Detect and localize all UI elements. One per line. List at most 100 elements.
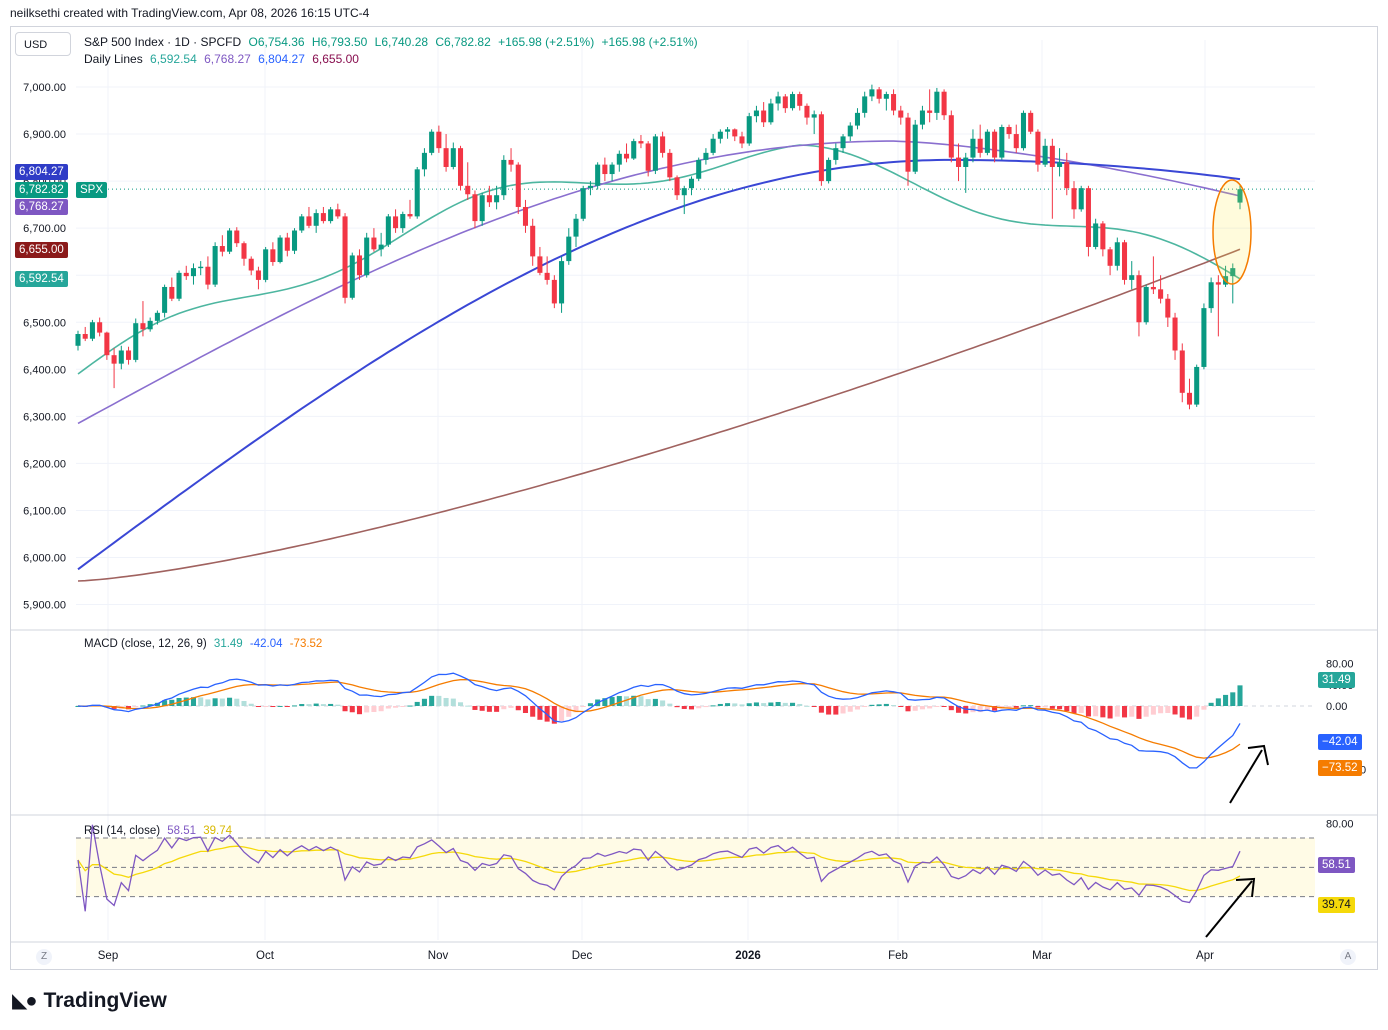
candle-body xyxy=(465,185,471,195)
macd-histogram-bar xyxy=(1223,694,1229,706)
macd-histogram-bar xyxy=(891,705,897,707)
macd-histogram-bar xyxy=(1013,706,1019,708)
candle-body xyxy=(559,261,565,304)
macd-histogram-bar xyxy=(761,703,767,706)
price-axis-label: 6,700.00 xyxy=(23,223,66,235)
macd-histogram-bar xyxy=(1179,706,1185,718)
brand-name: TradingView xyxy=(43,988,167,1012)
symbol-legend[interactable]: S&P 500 Index · 1D · SPCFD O6,754.36 H6,… xyxy=(84,35,702,49)
auto-scale-right-button[interactable]: A xyxy=(1340,949,1356,965)
macd-histogram-bar xyxy=(1049,706,1055,709)
candle-body xyxy=(371,237,377,250)
macd-histogram-bar xyxy=(183,697,189,706)
candle-body xyxy=(1035,131,1041,165)
macd-histogram-bar xyxy=(782,702,788,706)
candle-body xyxy=(602,164,608,175)
candle-body xyxy=(789,94,796,109)
candle-body xyxy=(263,249,269,280)
candle-body xyxy=(645,143,651,171)
rsi-band xyxy=(76,838,1315,897)
candle-body xyxy=(876,89,882,99)
candle-body xyxy=(1078,188,1084,210)
candle-body xyxy=(970,138,976,158)
macd-histogram-bar xyxy=(869,704,875,706)
macd-histogram-bar xyxy=(587,703,593,706)
candle-body xyxy=(313,213,319,226)
candle-body xyxy=(739,136,745,144)
candle-body xyxy=(955,157,962,167)
macd-histogram-bar xyxy=(198,697,204,706)
macd-histogram-bar xyxy=(457,702,464,706)
candle-body xyxy=(992,131,998,158)
candle-body xyxy=(349,255,355,298)
candle-body xyxy=(898,110,904,118)
candle-body xyxy=(833,148,839,160)
macd-histogram-bar xyxy=(602,698,608,706)
currency-selector[interactable]: USD xyxy=(15,32,71,56)
candle-body xyxy=(393,216,399,229)
candle-body xyxy=(652,136,658,171)
macd-histogram-bar xyxy=(566,706,572,717)
macd-histogram-bar xyxy=(775,701,781,706)
macd-histogram-bar xyxy=(407,705,413,707)
candle-body xyxy=(999,126,1005,158)
macd-histogram-bar xyxy=(1071,706,1077,714)
macd-histogram-bar xyxy=(768,702,774,706)
moving-average-line xyxy=(77,144,1241,375)
macd-histogram-bar xyxy=(753,702,759,706)
time-axis-label: Nov xyxy=(428,950,449,962)
rsi-axis-label: 80.00 xyxy=(1326,818,1354,830)
macd-line xyxy=(77,672,1241,769)
macd-histogram-bar xyxy=(508,706,514,708)
moving-average-line xyxy=(77,248,1241,582)
macd-histogram-bar xyxy=(1035,706,1041,708)
macd-histogram-bar xyxy=(631,695,637,706)
candle-body xyxy=(118,350,124,364)
candle-body xyxy=(1093,223,1099,247)
auto-scale-left-button[interactable]: Z xyxy=(36,949,52,965)
candle-body xyxy=(912,124,918,172)
macd-histogram-bar xyxy=(277,705,283,707)
candle-body xyxy=(385,216,391,245)
open-value: O6,754.36 xyxy=(248,35,305,49)
candle-body xyxy=(1194,366,1200,405)
annotation-arrow xyxy=(1205,880,1253,938)
macd-histogram-bar xyxy=(876,704,882,706)
macd-histogram-bar xyxy=(479,706,485,711)
macd-histogram-bar xyxy=(609,697,615,706)
change-value-2: +165.98 (+2.51%) xyxy=(601,35,698,49)
high-value: H6,793.50 xyxy=(311,35,368,49)
candle-body xyxy=(421,152,427,170)
candle-body xyxy=(1179,350,1185,393)
macd-histogram-bar xyxy=(1136,706,1142,719)
rsi-legend[interactable]: RSI (14, close) 58.51 39.74 xyxy=(84,825,236,837)
lines-title: Daily Lines xyxy=(84,52,143,66)
macd-histogram-bar xyxy=(212,698,218,706)
macd-histogram-bar xyxy=(1042,706,1048,708)
price-axis-label: 6,100.00 xyxy=(23,505,66,517)
lines-legend[interactable]: Daily Lines 6,592.54 6,768.27 6,804.27 6… xyxy=(84,52,363,66)
candle-body xyxy=(299,216,305,231)
candle-body xyxy=(162,286,168,313)
change-value: +165.98 (+2.51%) xyxy=(498,35,595,49)
macd-histogram-bar xyxy=(1143,706,1149,717)
macd-histogram-bar xyxy=(522,706,529,713)
candle-body xyxy=(1150,286,1156,290)
macd-histogram-bar xyxy=(732,703,738,706)
candle-body xyxy=(1042,145,1048,165)
macd-legend[interactable]: MACD (close, 12, 26, 9) 31.49 -42.04 -73… xyxy=(84,638,326,650)
candle-body xyxy=(1049,145,1055,167)
macd-histogram-bar xyxy=(1020,705,1027,707)
macd-histogram-bar xyxy=(472,706,478,710)
candle-body xyxy=(847,125,853,137)
macd-histogram-bar xyxy=(393,706,399,708)
macd-histogram-bar xyxy=(515,706,521,711)
macd-histogram-bar xyxy=(905,706,911,712)
macd-histogram-bar xyxy=(335,704,341,706)
macd-histogram-bar xyxy=(840,706,846,714)
macd-histogram-bar xyxy=(436,695,442,706)
candle-body xyxy=(573,218,579,237)
candle-body xyxy=(609,164,615,175)
candle-body xyxy=(1237,189,1243,203)
